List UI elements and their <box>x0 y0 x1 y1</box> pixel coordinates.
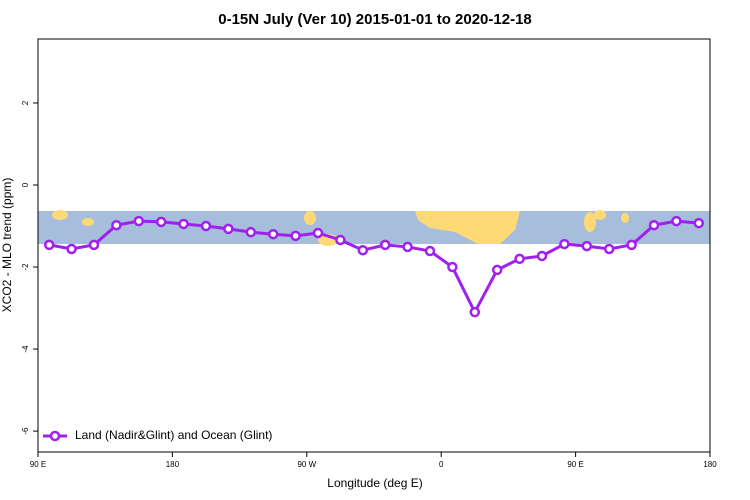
point <box>335 234 346 246</box>
point <box>245 226 257 238</box>
point <box>357 244 369 256</box>
point <box>88 239 100 251</box>
point <box>491 264 503 276</box>
point <box>43 239 55 251</box>
point <box>402 241 413 253</box>
point <box>66 243 77 255</box>
point <box>693 217 705 229</box>
point <box>671 215 682 227</box>
point <box>133 215 145 227</box>
x-axis-label: Longitude (deg E) <box>327 476 422 490</box>
x-tick-label: 90 E <box>30 460 46 469</box>
point <box>267 228 279 240</box>
x-tick-label: 0 <box>439 460 444 469</box>
plot-frame <box>37 38 711 453</box>
point <box>290 230 301 242</box>
point <box>536 250 548 262</box>
point <box>424 245 436 257</box>
legend-marker <box>49 430 61 442</box>
land <box>52 210 629 246</box>
point <box>559 238 570 250</box>
point <box>469 306 481 318</box>
point <box>223 223 234 235</box>
point <box>379 239 391 251</box>
y-tick-label: -2 <box>21 263 30 271</box>
chart-title: 0-15N July (Ver 10) 2015-01-01 to 2020-1… <box>218 11 532 28</box>
point <box>581 240 593 252</box>
point <box>447 261 458 273</box>
point <box>178 218 189 230</box>
point <box>514 253 525 265</box>
point <box>155 216 167 228</box>
y-tick-label: -6 <box>21 427 30 435</box>
y-tick-label: 0 <box>21 182 30 187</box>
legend-label: Land (Nadir&Glint) and Ocean (Glint) <box>75 428 272 442</box>
y-tick-label: 2 <box>21 100 30 105</box>
x-tick-label: 90 E <box>567 460 583 469</box>
x-tick-label: 180 <box>703 460 717 469</box>
point <box>312 227 324 239</box>
point <box>200 220 212 232</box>
point <box>111 219 122 231</box>
x-tick-label: 180 <box>166 460 180 469</box>
point <box>603 243 615 255</box>
y-axis-label: XCO2 - MLO trend (ppm) <box>0 178 14 313</box>
y-tick-label: -4 <box>21 345 30 353</box>
x-tick-label: 90 W <box>297 460 316 469</box>
point <box>648 219 660 231</box>
point <box>626 239 637 251</box>
